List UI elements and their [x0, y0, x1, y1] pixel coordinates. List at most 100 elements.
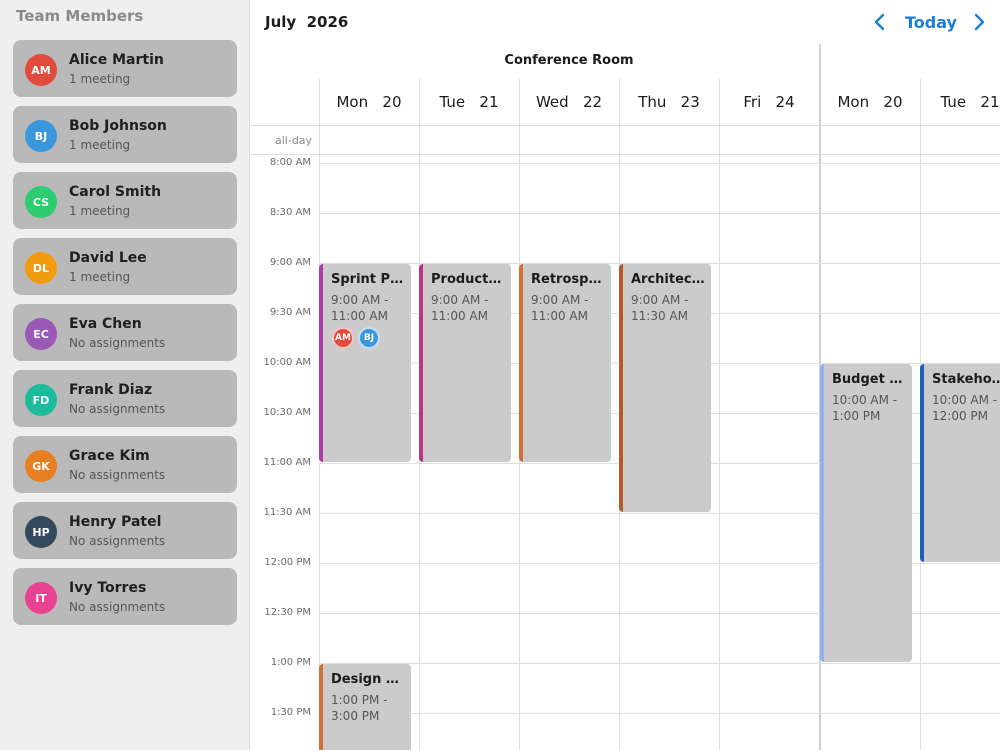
member-meeting-count: No assignments [69, 402, 166, 416]
event-title: Design R... [331, 672, 405, 687]
time-slot-line [319, 513, 1000, 514]
time-label: 12:00 PM [264, 557, 311, 568]
avatar: GK [25, 450, 57, 482]
time-slot-line [319, 163, 1000, 164]
event-title: Product ... [431, 272, 505, 287]
day-header: Thu 23 [638, 93, 700, 111]
member-card[interactable]: CS Carol Smith 1 meeting [13, 172, 237, 229]
member-name: Henry Patel [69, 514, 162, 530]
event-card[interactable]: Product ... 9:00 AM - 11:00 AM [419, 264, 511, 462]
member-meeting-count: 1 meeting [69, 138, 131, 152]
member-meeting-count: 1 meeting [69, 204, 131, 218]
allday-divider [251, 154, 1000, 155]
member-meeting-count: No assignments [69, 534, 166, 548]
avatar: EC [25, 318, 57, 350]
next-button[interactable] [969, 10, 989, 34]
member-name: Bob Johnson [69, 118, 167, 134]
chevron-left-icon [874, 13, 885, 31]
day-header: Tue 21 [940, 93, 1000, 111]
event-time: 1:00 PM - 3:00 PM [331, 693, 388, 723]
event-attendees: AM BJ [332, 327, 380, 349]
event-time: 9:00 AM - 11:30 AM [631, 293, 689, 323]
time-slot-line [319, 263, 1000, 264]
event-time: 10:00 AM - 12:00 PM [932, 393, 998, 423]
prev-button[interactable] [870, 10, 890, 34]
time-label: 8:00 AM [269, 157, 311, 168]
member-meeting-count: 1 meeting [69, 270, 131, 284]
member-meeting-count: No assignments [69, 600, 166, 614]
event-card[interactable]: Budget R... 10:00 AM - 1:00 PM [820, 364, 912, 662]
member-card[interactable]: FD Frank Diaz No assignments [13, 370, 237, 427]
avatar: IT [25, 582, 57, 614]
member-name: Carol Smith [69, 184, 162, 200]
attendee-avatar: AM [332, 327, 354, 349]
today-button[interactable]: Today [905, 13, 957, 32]
event-title: Budget R... [832, 372, 906, 387]
calendar-view: July 2026 Today Conference Room Mon 20 Tu… [251, 0, 1000, 750]
time-slot-line [319, 713, 1000, 714]
event-title: Architect... [631, 272, 705, 287]
avatar: FD [25, 384, 57, 416]
event-title: Retrospe... [531, 272, 605, 287]
attendee-avatar: BJ [358, 327, 380, 349]
time-label: 12:30 PM [264, 607, 311, 618]
day-header: Tue 21 [439, 93, 499, 111]
day-header: Mon 20 [837, 93, 903, 111]
event-time: 9:00 AM - 11:00 AM [331, 293, 389, 323]
member-meeting-count: No assignments [69, 468, 166, 482]
member-card[interactable]: DL David Lee 1 meeting [13, 238, 237, 295]
member-name: Ivy Torres [69, 580, 147, 596]
event-card[interactable]: Architect... 9:00 AM - 11:30 AM [619, 264, 711, 512]
avatar: AM [25, 54, 57, 86]
month-title: July 2026 [265, 13, 349, 31]
event-card[interactable]: Sprint Pl... 9:00 AM - 11:00 AM AM BJ [319, 264, 411, 462]
member-card[interactable]: EC Eva Chen No assignments [13, 304, 237, 361]
member-card[interactable]: IT Ivy Torres No assignments [13, 568, 237, 625]
event-title: Sprint Pl... [331, 272, 405, 287]
member-name: Eva Chen [69, 316, 142, 332]
member-card[interactable]: HP Henry Patel No assignments [13, 502, 237, 559]
time-label: 10:00 AM [263, 357, 311, 368]
member-card[interactable]: GK Grace Kim No assignments [13, 436, 237, 493]
avatar: CS [25, 186, 57, 218]
member-meeting-count: No assignments [69, 336, 166, 350]
member-name: Grace Kim [69, 448, 150, 464]
event-time: 9:00 AM - 11:00 AM [431, 293, 489, 323]
member-card[interactable]: BJ Bob Johnson 1 meeting [13, 106, 237, 163]
member-card[interactable]: AM Alice Martin 1 meeting [13, 40, 237, 97]
day-header: Wed 22 [535, 93, 603, 111]
event-title: Stakehol... [932, 372, 1000, 387]
time-label: 9:30 AM [269, 307, 311, 318]
member-name: Frank Diaz [69, 382, 153, 398]
time-slot-line [319, 563, 1000, 564]
day-header: Fri 24 [743, 93, 795, 111]
time-slot-line [319, 613, 1000, 614]
time-label: 10:30 AM [263, 407, 311, 418]
event-card[interactable]: Retrospe... 9:00 AM - 11:00 AM [519, 264, 611, 462]
event-time: 10:00 AM - 1:00 PM [832, 393, 898, 423]
time-label: 1:00 PM [270, 657, 311, 668]
time-label: 1:30 PM [270, 707, 311, 718]
time-label: 11:00 AM [263, 457, 311, 468]
room-label: Conference Room [504, 53, 634, 68]
sidebar-title: Team Members [16, 7, 144, 25]
avatar: DL [25, 252, 57, 284]
time-label: 9:00 AM [269, 257, 311, 268]
allday-label: all-day [275, 134, 313, 147]
event-card[interactable]: Design R... 1:00 PM - 3:00 PM [319, 664, 411, 750]
member-name: Alice Martin [69, 52, 164, 68]
time-label: 8:30 AM [269, 207, 311, 218]
chevron-right-icon [974, 13, 985, 31]
member-meeting-count: 1 meeting [69, 72, 131, 86]
day-column-line [719, 78, 720, 750]
header-divider [251, 125, 1000, 126]
team-sidebar: Team Members AM Alice Martin 1 meeting BJ Bo… [0, 0, 250, 750]
event-card[interactable]: Stakehol... 10:00 AM - 12:00 PM [920, 364, 1000, 562]
time-slot-line [319, 213, 1000, 214]
time-slot-line [319, 663, 1000, 664]
event-time: 9:00 AM - 11:00 AM [531, 293, 589, 323]
avatar: BJ [25, 120, 57, 152]
day-header: Mon 20 [336, 93, 402, 111]
avatar: HP [25, 516, 57, 548]
time-label: 11:30 AM [263, 507, 311, 518]
